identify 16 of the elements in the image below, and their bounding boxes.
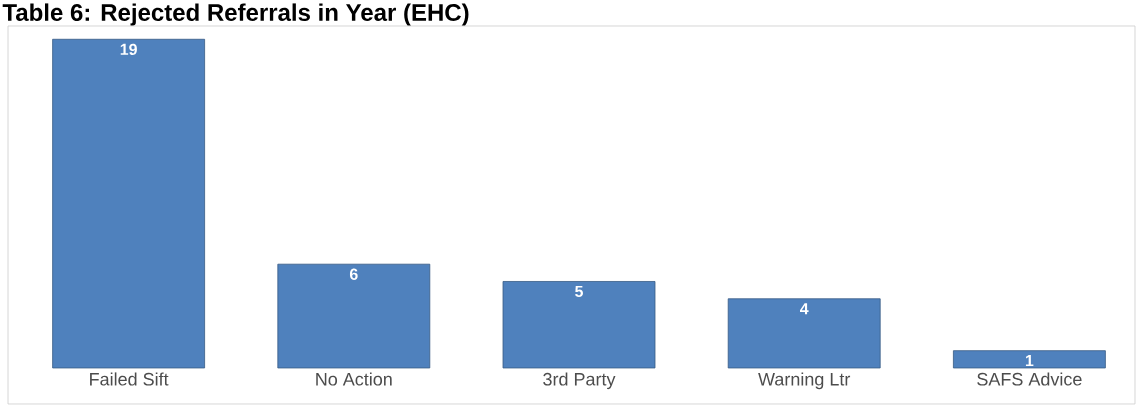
bar <box>277 263 431 369</box>
x-tick-label: SAFS Advice <box>977 372 1082 386</box>
x-tick-label: Failed Sift <box>90 372 169 386</box>
x-tick-label: Warning Ltr <box>758 372 851 390</box>
bar <box>502 281 656 369</box>
x-tick-label: 3rd Party <box>543 372 616 390</box>
data-label: 1 <box>1025 355 1034 367</box>
bar <box>52 38 206 369</box>
bar <box>727 298 881 369</box>
chart-title: Table 6: Rejected Referrals in Year (EHC) <box>2 3 469 26</box>
data-label: 4 <box>800 303 809 315</box>
data-label: 5 <box>575 285 583 298</box>
data-label: 19 <box>120 43 137 55</box>
bar <box>953 350 1106 369</box>
data-label: 6 <box>349 268 358 280</box>
x-tick-label: No Action <box>316 372 392 386</box>
